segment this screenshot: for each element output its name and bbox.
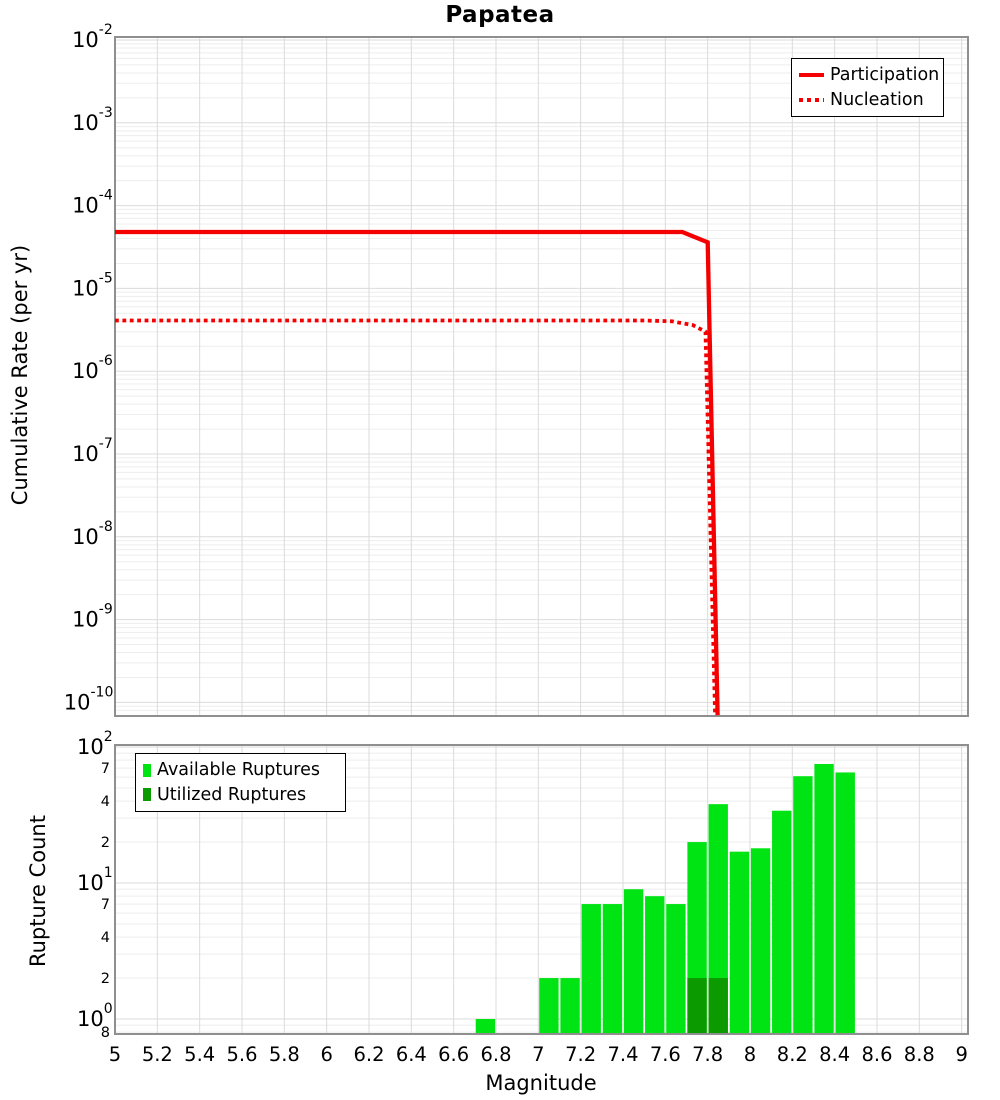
svg-text:8.4: 8.4 (819, 1043, 850, 1066)
svg-text:5.6: 5.6 (226, 1043, 257, 1066)
svg-text:-5: -5 (99, 270, 113, 286)
plot-frame (114, 36, 969, 717)
rate-curves (115, 229, 720, 716)
page-title: Papatea (445, 2, 555, 28)
svg-text:8.8: 8.8 (904, 1043, 935, 1066)
legend-item-available-ruptures: Available Ruptures (143, 760, 338, 780)
svg-text:7: 7 (101, 761, 110, 777)
legend-label: Available Ruptures (157, 760, 320, 781)
participation-solid-line-swatch (799, 73, 824, 78)
svg-text:5.4: 5.4 (184, 1043, 215, 1066)
legend-item-utilized-ruptures: Utilized Ruptures (143, 785, 338, 805)
bars-available (475, 763, 855, 1033)
svg-text:8.2: 8.2 (777, 1043, 808, 1066)
svg-text:10: 10 (72, 608, 99, 632)
svg-text:-4: -4 (99, 188, 113, 204)
svg-text:0: 0 (104, 1001, 113, 1017)
available-ruptures-swatch (143, 763, 151, 777)
svg-text:6: 6 (320, 1043, 332, 1066)
svg-text:10: 10 (72, 359, 99, 383)
svg-text:10: 10 (72, 442, 99, 466)
top-y-axis-label: Cumulative Rate (per yr) (8, 244, 32, 506)
svg-text:-2: -2 (99, 22, 113, 38)
svg-text:-6: -6 (99, 353, 113, 369)
gridlines (115, 37, 968, 1034)
x-axis-label: Magnitude (485, 1071, 597, 1095)
svg-text:6.2: 6.2 (353, 1043, 384, 1066)
legend-item-participation: Participation (799, 65, 940, 86)
svg-text:7: 7 (532, 1043, 544, 1066)
bars-utilized (687, 978, 728, 1033)
svg-text:8: 8 (744, 1043, 756, 1066)
svg-text:7.2: 7.2 (565, 1043, 596, 1066)
svg-text:10: 10 (72, 28, 99, 52)
rupture-legend: Available Ruptures Utilized Ruptures (135, 753, 346, 812)
svg-text:5.8: 5.8 (269, 1043, 300, 1066)
svg-text:-7: -7 (99, 436, 113, 452)
svg-text:10: 10 (64, 690, 91, 714)
svg-text:2: 2 (101, 971, 110, 987)
svg-text:10: 10 (72, 525, 99, 549)
svg-text:-10: -10 (91, 684, 114, 700)
svg-text:6.8: 6.8 (480, 1043, 511, 1066)
svg-text:7.6: 7.6 (650, 1043, 681, 1066)
legend-label: Nucleation (830, 89, 924, 110)
svg-text:7.4: 7.4 (607, 1043, 638, 1066)
nucleation-dotted-line-swatch (799, 97, 824, 102)
legend-label: Utilized Ruptures (157, 784, 307, 805)
svg-text:-8: -8 (99, 519, 113, 535)
rate-legend: Participation Nucleation (791, 58, 944, 117)
svg-text:7: 7 (101, 897, 110, 913)
utilized-ruptures-swatch (143, 788, 151, 802)
svg-text:10: 10 (77, 871, 104, 895)
legend-item-nucleation: Nucleation (799, 90, 936, 110)
svg-text:4: 4 (101, 930, 110, 946)
svg-text:10: 10 (77, 1007, 104, 1031)
svg-text:10: 10 (72, 276, 99, 300)
svg-text:10: 10 (72, 111, 99, 135)
svg-text:9: 9 (955, 1043, 967, 1066)
svg-text:10: 10 (72, 194, 99, 218)
svg-text:6.4: 6.4 (396, 1043, 427, 1066)
svg-text:8: 8 (101, 1025, 110, 1041)
plot-frame (114, 744, 969, 1035)
svg-text:-3: -3 (99, 105, 113, 121)
svg-text:10: 10 (77, 735, 104, 759)
svg-text:2: 2 (104, 729, 113, 745)
svg-text:4: 4 (101, 794, 110, 810)
svg-text:1: 1 (104, 865, 113, 881)
svg-text:5.2: 5.2 (142, 1043, 173, 1066)
svg-text:-9: -9 (99, 602, 113, 618)
svg-text:2: 2 (101, 835, 110, 851)
legend-label: Participation (830, 65, 940, 86)
svg-text:7.8: 7.8 (692, 1043, 723, 1066)
svg-text:6.6: 6.6 (438, 1043, 469, 1066)
bottom-y-axis-label: Rupture Count (26, 815, 50, 967)
svg-text:8.6: 8.6 (861, 1043, 892, 1066)
svg-text:5: 5 (109, 1043, 121, 1066)
